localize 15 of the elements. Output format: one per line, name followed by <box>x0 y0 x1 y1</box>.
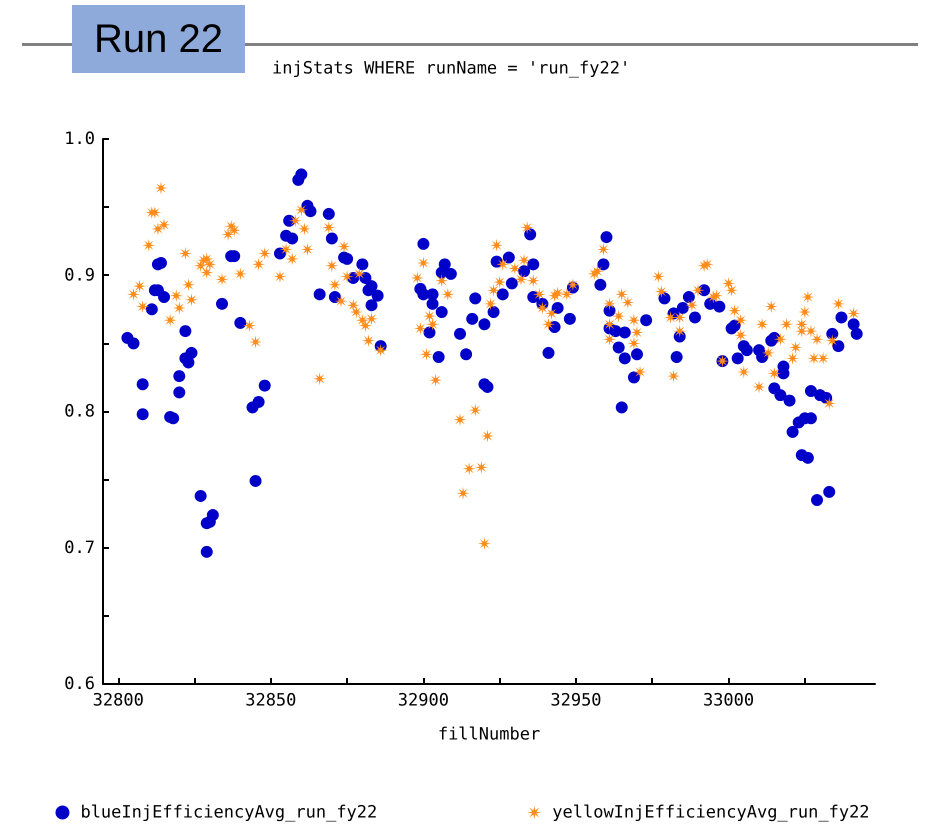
chart-title: Run 22 <box>94 17 223 61</box>
y-tick-label: 0.7 <box>64 538 95 558</box>
x-axis-title: fillNumber <box>438 724 540 744</box>
y-tick-label: 0.8 <box>64 402 95 422</box>
x-tick-label: 32850 <box>245 690 296 710</box>
chart-subtitle: injStats WHERE runName = 'run_fy22' <box>272 58 630 78</box>
x-tick-label: 32800 <box>92 690 144 710</box>
x-tick-label: 32900 <box>398 690 449 710</box>
x-tick-label: 33000 <box>702 690 754 710</box>
y-tick-label: 1.0 <box>64 129 95 149</box>
y-tick-label: 0.6 <box>64 674 95 694</box>
x-tick-label: 32950 <box>550 690 602 710</box>
y-tick-label: 0.9 <box>64 265 95 286</box>
legend-label: yellowInjEfficiencyAvg_run_fy22 <box>552 802 870 822</box>
legend-label: blueInjEfficiencyAvg_run_fy22 <box>80 802 378 822</box>
